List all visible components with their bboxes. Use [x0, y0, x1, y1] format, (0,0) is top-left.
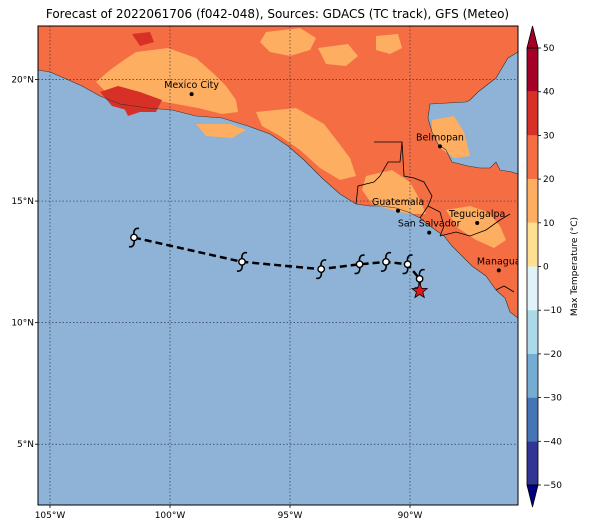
- colorbar-under-extension: [526, 484, 539, 508]
- colorbar-tick-label: −40: [543, 437, 562, 447]
- lon-tick-label: 105°W: [35, 511, 66, 521]
- lon-tick-label: 90°W: [398, 511, 423, 521]
- country-borders: [355, 141, 515, 293]
- colorbar-level: [527, 353, 538, 398]
- warm-region: [256, 108, 356, 180]
- warm-region: [96, 48, 238, 114]
- lat-tick-label: 10°N: [11, 319, 34, 329]
- city-marker: [396, 208, 400, 213]
- hot-region: [132, 32, 154, 46]
- colorbar-level: [527, 222, 538, 267]
- city-marker: [189, 92, 194, 97]
- coastline: [38, 69, 518, 319]
- colorbar-tick-label: −50: [543, 481, 562, 491]
- current-position-star: [410, 281, 429, 299]
- city-label: Guatemala: [372, 197, 424, 208]
- hot-region: [122, 102, 140, 116]
- cyclone-symbol: [315, 259, 327, 280]
- border-belize: [401, 141, 415, 179]
- colorbar-level: [527, 266, 538, 311]
- colorbar-level: [527, 179, 538, 223]
- city-label: San Salvador: [398, 219, 461, 230]
- city-label: Mexico City: [164, 80, 219, 91]
- colorbar-tick-label: −20: [543, 350, 562, 360]
- map-title: Forecast of 2022061706 (f042-048), Sourc…: [45, 7, 510, 21]
- colorbar-tick-label: 40: [543, 88, 555, 98]
- warm-region: [376, 34, 402, 54]
- coastline: [427, 51, 518, 175]
- city-label: Tegucigalpa: [448, 209, 505, 220]
- border-elsalvador: [427, 205, 445, 237]
- tc-track: [128, 227, 429, 299]
- colorbar-label: Max Temperature (°C): [570, 217, 580, 316]
- lat-tick-label: 15°N: [11, 197, 34, 207]
- warm-region: [260, 28, 316, 56]
- warm-region: [362, 170, 426, 214]
- cyclone-symbol: [354, 254, 365, 275]
- colorbar-over-extension: [526, 25, 539, 49]
- warm-region: [196, 124, 246, 138]
- colorbar: 50 40 30 20 10 0 −10 −20 −30 −40 −50 Max Temperatur…: [526, 25, 580, 508]
- warm-region: [446, 206, 506, 248]
- lon-tick-label: 95°W: [278, 511, 303, 521]
- colorbar-level: [527, 135, 538, 180]
- baja-tip: [38, 26, 48, 38]
- colorbar-tick-label: 10: [543, 219, 555, 229]
- city-marker: [427, 230, 432, 235]
- colorbar-tick-label: 50: [543, 44, 555, 54]
- border-mexico-guatemala: [355, 141, 403, 205]
- city-label: Belmopan: [416, 132, 464, 143]
- cyclone-symbol: [380, 251, 392, 272]
- longitude-ticks: 105°W 100°W 95°W 90°W: [35, 505, 423, 521]
- hot-region: [100, 86, 162, 112]
- latitude-ticks: 5°N 10°N 15°N 20°N: [11, 75, 38, 450]
- colorbar-tick-label: −10: [543, 306, 562, 316]
- lat-tick-label: 5°N: [17, 440, 34, 450]
- colorbar-tick-label: 20: [543, 175, 555, 185]
- colorbar-level: [527, 48, 538, 92]
- warm-region: [318, 44, 358, 66]
- border-honduras-nicaragua: [439, 213, 511, 237]
- cyclone-symbol: [128, 227, 140, 248]
- colorbar-tick-label: 0: [543, 263, 549, 273]
- colorbar-tick-label: −30: [543, 394, 562, 404]
- lon-tick-label: 100°W: [155, 511, 186, 521]
- colorbar-level: [527, 91, 538, 136]
- city-marker: [496, 268, 501, 273]
- cyclone-symbol: [236, 251, 248, 272]
- border-guatemala-honduras: [413, 177, 433, 219]
- lat-tick-label: 20°N: [11, 75, 34, 85]
- map-frame: [37, 25, 519, 506]
- cyclone-symbol: [402, 254, 413, 275]
- colorbar-level: [527, 310, 538, 354]
- cities-layer: Mexico City Belmopan Guatemala San Salvador…: [164, 80, 521, 273]
- city-label: Managua: [477, 256, 521, 267]
- city-marker: [475, 220, 480, 225]
- border-nicaragua-costarica: [495, 285, 515, 293]
- colorbar-level: [527, 397, 538, 442]
- city-marker: [438, 144, 442, 149]
- colorbar-level: [527, 441, 538, 485]
- colorbar-tick-label: 30: [543, 131, 555, 141]
